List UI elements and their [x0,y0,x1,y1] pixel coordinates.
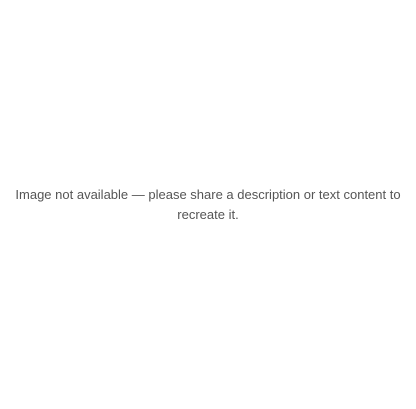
placeholder-notice: Image not available — please share a des… [15,187,401,222]
